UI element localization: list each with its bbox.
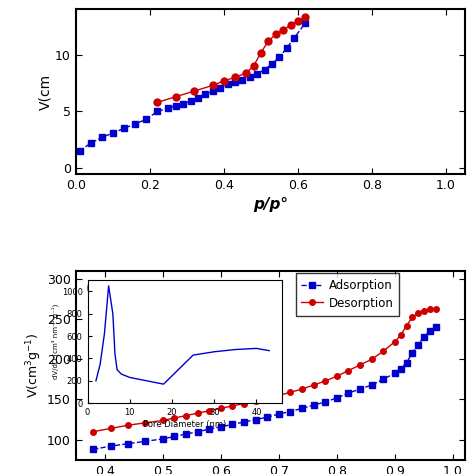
Desorption bbox=[311, 382, 317, 388]
Adsorption bbox=[392, 370, 398, 376]
Desorption bbox=[427, 307, 433, 312]
Adsorption bbox=[218, 424, 224, 429]
Adsorption bbox=[404, 360, 410, 365]
Adsorption bbox=[322, 399, 328, 405]
Adsorption bbox=[410, 350, 415, 356]
Desorption bbox=[433, 307, 438, 312]
Desorption bbox=[229, 403, 235, 409]
Line: Desorption: Desorption bbox=[91, 307, 438, 435]
Desorption bbox=[218, 405, 224, 411]
Desorption bbox=[299, 386, 305, 392]
Desorption bbox=[108, 426, 113, 431]
Desorption bbox=[195, 410, 201, 416]
Desorption bbox=[398, 332, 403, 338]
Desorption bbox=[381, 348, 386, 354]
Desorption bbox=[241, 401, 247, 406]
Adsorption bbox=[183, 431, 189, 437]
Adsorption bbox=[381, 376, 386, 382]
Desorption bbox=[288, 390, 293, 395]
Desorption bbox=[160, 418, 166, 423]
Desorption bbox=[143, 420, 148, 426]
Adsorption bbox=[369, 382, 374, 388]
Adsorption bbox=[143, 438, 148, 444]
Adsorption bbox=[125, 441, 131, 447]
Desorption bbox=[357, 362, 363, 368]
Y-axis label: V(cm$^3$g$^{-1}$): V(cm$^3$g$^{-1}$) bbox=[25, 332, 45, 398]
Adsorption bbox=[299, 405, 305, 411]
Text: (b): (b) bbox=[85, 280, 112, 298]
Desorption bbox=[410, 315, 415, 320]
Adsorption bbox=[334, 395, 340, 401]
Line: Adsorption: Adsorption bbox=[91, 324, 438, 452]
Adsorption bbox=[415, 342, 421, 347]
Adsorption bbox=[433, 324, 438, 330]
Adsorption bbox=[91, 447, 96, 452]
Desorption bbox=[346, 368, 351, 374]
Adsorption bbox=[160, 436, 166, 442]
Adsorption bbox=[241, 419, 247, 425]
Desorption bbox=[183, 413, 189, 419]
Adsorption bbox=[398, 366, 403, 372]
Desorption bbox=[172, 415, 177, 421]
Legend: Adsorption, Desorption: Adsorption, Desorption bbox=[295, 273, 400, 316]
Adsorption bbox=[253, 417, 258, 422]
Adsorption bbox=[357, 386, 363, 392]
Desorption bbox=[404, 323, 410, 328]
Desorption bbox=[392, 339, 398, 345]
Adsorption bbox=[206, 427, 212, 432]
Adsorption bbox=[229, 421, 235, 427]
Adsorption bbox=[346, 390, 351, 396]
Adsorption bbox=[172, 434, 177, 439]
Adsorption bbox=[264, 414, 270, 420]
Adsorption bbox=[421, 334, 427, 340]
Desorption bbox=[421, 308, 427, 314]
Desorption bbox=[415, 310, 421, 316]
Desorption bbox=[334, 374, 340, 379]
Adsorption bbox=[276, 411, 282, 417]
Desorption bbox=[125, 422, 131, 428]
Adsorption bbox=[195, 429, 201, 435]
Desorption bbox=[322, 378, 328, 384]
Adsorption bbox=[427, 328, 433, 334]
Adsorption bbox=[108, 443, 113, 449]
Desorption bbox=[253, 398, 258, 404]
Desorption bbox=[91, 429, 96, 435]
Y-axis label: V(cm: V(cm bbox=[38, 73, 52, 109]
Adsorption bbox=[288, 409, 293, 414]
Desorption bbox=[264, 396, 270, 401]
X-axis label: p/p°: p/p° bbox=[253, 197, 288, 212]
Desorption bbox=[369, 356, 374, 362]
Desorption bbox=[206, 408, 212, 414]
Desorption bbox=[276, 392, 282, 398]
Adsorption bbox=[311, 402, 317, 408]
